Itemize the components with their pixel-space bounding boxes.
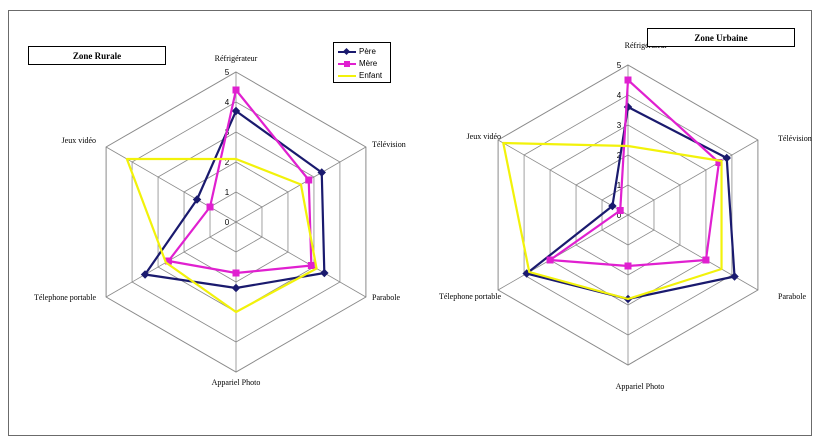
data-point-rurale-1-5 xyxy=(206,203,214,211)
axis-label-urbaine-2: Parabole xyxy=(778,292,806,301)
data-point-rurale-1-3 xyxy=(232,269,240,277)
data-point-urbaine-1-0 xyxy=(624,76,632,84)
chart-title-rurale: Zone Rurale xyxy=(28,46,166,65)
data-point-urbaine-0-1 xyxy=(722,153,731,163)
tick-label-urbaine-0: 0 xyxy=(617,211,622,220)
spoke-urbaine-1 xyxy=(627,139,759,216)
legend-item-enfant: Enfant xyxy=(338,71,402,82)
spoke-urbaine-4 xyxy=(497,214,629,291)
tick-label-rurale-1: 1 xyxy=(225,188,230,197)
data-point-urbaine-1-1 xyxy=(715,159,723,166)
legend-marker-pere xyxy=(338,47,356,56)
data-point-urbaine-1-4 xyxy=(546,256,554,264)
legend-label-mere: Mère xyxy=(359,59,378,68)
data-point-urbaine-0-0 xyxy=(623,102,633,112)
tick-label-rurale-4: 4 xyxy=(225,98,230,107)
chart-title-urbaine: Zone Urbaine xyxy=(647,28,795,47)
data-point-rurale-1-4 xyxy=(164,257,172,265)
series-line-rurale-2 xyxy=(125,157,318,314)
data-point-rurale-1-2 xyxy=(307,262,315,269)
tick-label-rurale-0: 0 xyxy=(225,218,230,227)
data-point-urbaine-1-3 xyxy=(624,262,632,270)
axis-label-rurale-0: Réfrigérateur xyxy=(215,54,258,63)
legend-item-pere: Père xyxy=(338,47,402,58)
series-line-rurale-1 xyxy=(167,88,313,275)
data-point-rurale-0-5 xyxy=(192,195,202,204)
legend-label-enfant: Enfant xyxy=(359,71,383,80)
tick-label-urbaine-3: 3 xyxy=(617,121,622,130)
tick-label-rurale-2: 2 xyxy=(225,158,230,167)
tick-label-urbaine-4: 4 xyxy=(617,91,622,100)
data-point-rurale-1-0 xyxy=(232,86,240,94)
axis-label-urbaine-4: Télephone portable xyxy=(439,292,501,301)
series-line-urbaine-1 xyxy=(548,78,721,268)
data-point-urbaine-1-2 xyxy=(702,256,710,264)
tick-label-urbaine-1: 1 xyxy=(617,181,622,190)
series-line-urbaine-2 xyxy=(502,141,723,301)
axis-label-urbaine-0: Réfrigérateur xyxy=(625,41,668,50)
chart-legend: Père Mère Enfant xyxy=(333,42,391,83)
data-point-urbaine-1-5 xyxy=(616,207,624,214)
data-point-urbaine-0-2 xyxy=(730,272,739,281)
axis-label-rurale-5: Jeux vidéo xyxy=(62,136,96,145)
legend-marker-mere xyxy=(338,61,356,67)
axis-label-rurale-2: Parabole xyxy=(372,293,400,302)
data-point-rurale-0-2 xyxy=(320,268,329,278)
axis-label-urbaine-5: Jeux vidéo xyxy=(467,132,501,141)
tick-label-urbaine-5: 5 xyxy=(617,61,622,70)
legend-marker-enfant xyxy=(338,75,356,77)
legend-label-pere: Père xyxy=(359,47,376,56)
legend-item-mere: Mère xyxy=(338,59,402,70)
chart-frame xyxy=(8,10,812,436)
spoke-rurale-2 xyxy=(235,221,367,298)
data-point-rurale-0-0 xyxy=(231,106,241,116)
data-point-rurale-0-3 xyxy=(231,283,241,293)
spoke-urbaine-5 xyxy=(497,139,629,216)
axis-label-rurale-4: Télephone portable xyxy=(34,293,96,302)
data-point-rurale-1-1 xyxy=(305,176,313,184)
axis-label-rurale-3: Appariel Photo xyxy=(212,378,261,387)
axis-label-rurale-1: Télévision xyxy=(372,140,406,149)
axis-label-urbaine-3: Appariel Photo xyxy=(616,382,665,391)
data-point-rurale-0-4 xyxy=(140,270,150,279)
data-point-rurale-0-1 xyxy=(317,168,326,177)
tick-label-rurale-5: 5 xyxy=(225,68,230,77)
axis-label-urbaine-1: Télévision xyxy=(778,134,812,143)
